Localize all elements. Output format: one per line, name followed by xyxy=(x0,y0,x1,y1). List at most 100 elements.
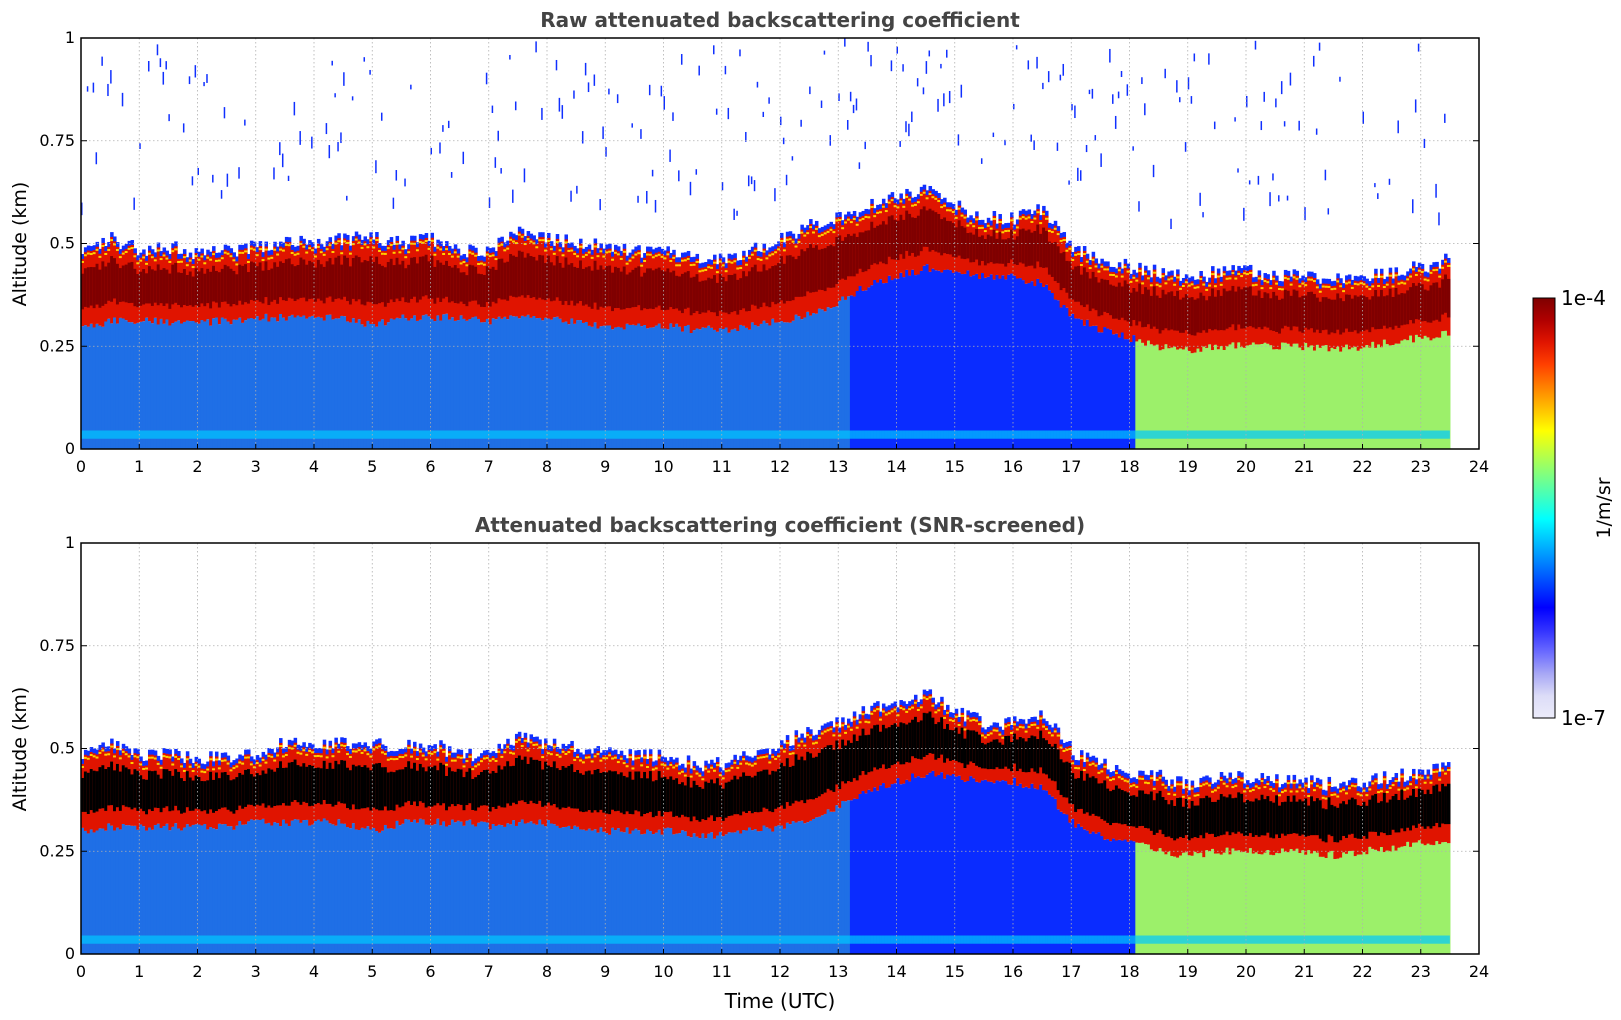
heatmap-layer-edge xyxy=(1068,748,1072,751)
heatmap-column-below xyxy=(153,825,158,954)
heatmap-layer-edge xyxy=(404,256,408,259)
heatmap-layer-core xyxy=(133,268,137,307)
heatmap-layer-edge xyxy=(456,756,461,759)
heatmap-layer-edge xyxy=(549,746,554,752)
heatmap-layer-edge xyxy=(1388,274,1393,277)
heatmap-layer-edge xyxy=(844,214,848,220)
heatmap-layer-core xyxy=(867,734,871,773)
heatmap-layer-edge xyxy=(1377,285,1381,288)
heatmap-raw xyxy=(81,38,1451,449)
heatmap-layer-edge xyxy=(337,750,341,753)
heatmap-column-below xyxy=(622,329,627,449)
heatmap-layer-core xyxy=(1021,738,1026,772)
heatmap-layer-edge xyxy=(427,745,432,751)
heatmap-layer-core xyxy=(730,275,734,313)
heatmap-noise xyxy=(1257,175,1260,185)
heatmap-layer-edge xyxy=(1400,274,1404,281)
heatmap-layer-edge xyxy=(1379,790,1384,793)
heatmap-noise xyxy=(1397,120,1399,134)
heatmap-layer-edge xyxy=(567,744,571,750)
heatmap-column-below xyxy=(1345,853,1349,954)
heatmap-column-below xyxy=(532,823,536,954)
heatmap-layer-core xyxy=(1079,274,1084,306)
heatmap-layer-core xyxy=(328,762,333,804)
heatmap-layer-edge xyxy=(1024,217,1029,220)
heatmap-column-below xyxy=(1414,334,1419,449)
heatmap-noise xyxy=(1179,97,1181,103)
heatmap-layer-edge xyxy=(989,725,994,731)
heatmap-layer-core xyxy=(599,772,603,810)
heatmap-layer-core xyxy=(1085,272,1090,305)
heatmap-column-below xyxy=(130,322,135,449)
heatmap-column-below xyxy=(1015,278,1020,449)
heatmap-column-below xyxy=(663,328,668,449)
heatmap-layer-core xyxy=(992,739,997,770)
heatmap-layer-core xyxy=(704,781,708,821)
heatmap-layer-edge xyxy=(110,239,114,242)
heatmap-layer-edge xyxy=(579,752,583,758)
heatmap-layer-edge xyxy=(1202,776,1206,782)
heatmap-layer-core xyxy=(1117,282,1122,320)
heatmap-layer-core xyxy=(270,769,274,808)
heatmap-column-below xyxy=(500,318,504,449)
heatmap-layer-edge xyxy=(386,751,391,758)
heatmap-layer-core xyxy=(1400,293,1404,326)
heatmap-layer-edge xyxy=(124,251,129,254)
heatmap-layer-core xyxy=(101,261,105,306)
heatmap-column-below xyxy=(788,322,793,449)
heatmap-column-below xyxy=(328,314,333,449)
heatmap-layer-edge xyxy=(98,744,102,751)
heatmap-layer-edge xyxy=(1112,274,1116,277)
heatmap-column-below xyxy=(1379,347,1384,449)
heatmap-column-below xyxy=(733,328,737,449)
heatmap-layer-edge xyxy=(576,756,580,759)
heatmap-column-below xyxy=(1213,344,1218,449)
heatmap-layer-core xyxy=(1222,288,1227,331)
heatmap-layer-edge xyxy=(526,742,531,748)
heatmap-layer-core xyxy=(279,761,283,806)
heatmap-column-below xyxy=(1397,343,1401,449)
heatmap-column-below xyxy=(1301,350,1305,449)
heatmap-layer-core xyxy=(174,769,178,806)
heatmap-noise xyxy=(1085,144,1088,153)
heatmap-layer-edge xyxy=(363,243,368,246)
heatmap-layer-core xyxy=(512,765,516,803)
heatmap-layer-edge xyxy=(654,247,659,254)
heatmap-layer-core xyxy=(969,232,973,263)
heatmap-column-below xyxy=(92,327,97,449)
heatmap-layer-edge xyxy=(255,247,260,253)
heatmap-layer-edge xyxy=(835,212,839,218)
heatmap-column-below xyxy=(611,329,615,449)
heatmap-noise xyxy=(380,112,383,121)
heatmap-layer-core xyxy=(812,247,816,293)
heatmap-layer-edge xyxy=(928,696,933,699)
heatmap-layer-edge xyxy=(1047,724,1052,731)
heatmap-layer-edge xyxy=(1231,265,1235,271)
heatmap-layer-core xyxy=(118,771,123,811)
heatmap-layer-edge xyxy=(209,251,213,258)
heatmap-layer-edge xyxy=(1024,210,1029,217)
heatmap-layer-core xyxy=(124,264,129,303)
heatmap-layer-core xyxy=(1362,295,1367,331)
heatmap-layer-edge xyxy=(867,216,871,219)
heatmap-column-below xyxy=(450,317,455,449)
heatmap-layer-core xyxy=(418,256,423,300)
heatmap-column-below xyxy=(331,824,335,954)
heatmap-column-below xyxy=(203,824,207,954)
heatmap-column-below xyxy=(826,307,831,449)
heatmap-layer-edge xyxy=(1184,786,1189,789)
heatmap-layer-core xyxy=(1039,730,1043,768)
heatmap-layer-edge xyxy=(637,252,641,255)
heatmap-column-below xyxy=(1158,848,1163,954)
heatmap-layer-edge xyxy=(133,255,137,258)
heatmap-column-below xyxy=(197,323,202,449)
heatmap-column-below xyxy=(844,801,848,954)
heatmap-column-below xyxy=(1417,840,1422,954)
heatmap-layer-core xyxy=(1152,286,1157,327)
heatmap-column-below xyxy=(159,827,164,954)
heatmap-column-below xyxy=(86,833,91,954)
heatmap-layer-edge xyxy=(302,742,306,748)
heatmap-column-below xyxy=(1027,283,1032,449)
heatmap-noise xyxy=(1289,72,1292,86)
heatmap-layer-edge xyxy=(669,763,673,766)
